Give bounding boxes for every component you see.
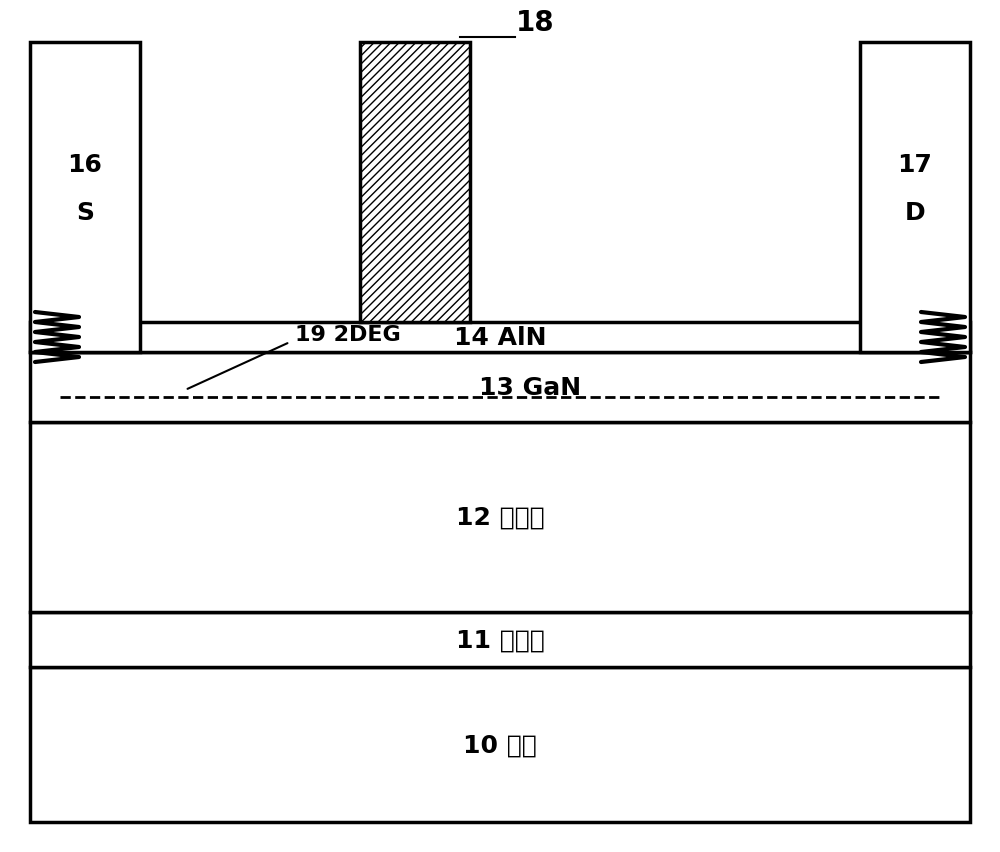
Text: 19 2DEG: 19 2DEG: [295, 325, 401, 344]
Text: S: S: [76, 201, 94, 225]
Bar: [30, 323, 970, 353]
Text: 11 成核层: 11 成核层: [456, 628, 544, 652]
Text: D: D: [905, 201, 925, 225]
Bar: [860, 43, 970, 353]
Bar: [30, 353, 970, 423]
Bar: [360, 43, 470, 323]
Text: 16: 16: [68, 153, 102, 177]
Bar: [30, 613, 970, 667]
Text: 10 衬底: 10 衬底: [463, 733, 537, 757]
Text: 13 GaN: 13 GaN: [479, 376, 581, 400]
Text: 14 AlN: 14 AlN: [454, 325, 546, 349]
Text: 18: 18: [516, 9, 554, 37]
Bar: [30, 667, 970, 822]
Bar: [30, 423, 970, 613]
Text: 17: 17: [898, 153, 932, 177]
Text: 12 缓冲层: 12 缓冲层: [456, 505, 544, 529]
Bar: [30, 43, 140, 353]
